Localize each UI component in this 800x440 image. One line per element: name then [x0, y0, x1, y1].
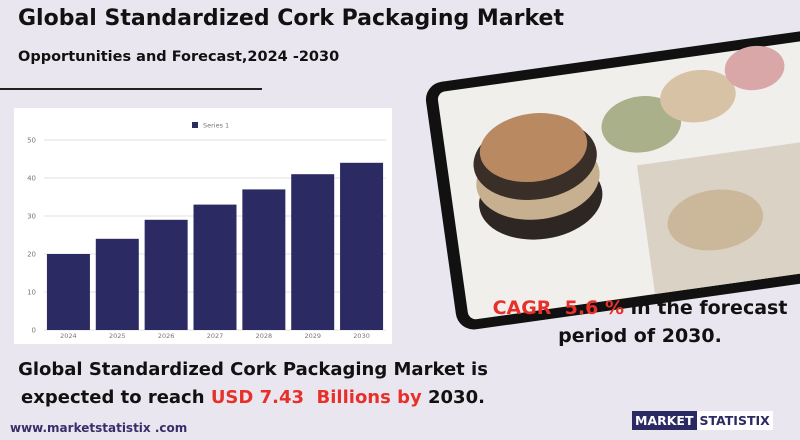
- cagr-desc: in the forecast period of 2030.: [558, 297, 795, 347]
- y-tick-label: 40: [27, 175, 36, 183]
- cagr-text: CAGR 5.6 % in the forecast period of 203…: [490, 294, 790, 350]
- bar: [193, 204, 237, 330]
- x-tick-label: 2028: [256, 332, 273, 340]
- x-tick-label: 2027: [207, 332, 224, 340]
- logo-right: STATISTIX: [696, 411, 773, 430]
- legend-swatch: [192, 122, 198, 128]
- bar: [340, 162, 384, 330]
- subtitle: Opportunities and Forecast,2024 -2030: [18, 49, 340, 65]
- bar: [291, 174, 335, 330]
- x-tick-label: 2030: [353, 332, 370, 340]
- x-tick-label: 2024: [60, 332, 77, 340]
- cagr-value: CAGR 5.6 %: [492, 297, 624, 319]
- statement-value: USD 7.43 Billions by: [210, 387, 422, 408]
- x-tick-label: 2025: [109, 332, 126, 340]
- statement-lead: Global Standardized Cork Packaging Marke…: [18, 359, 495, 408]
- bar: [144, 219, 188, 330]
- legend-label: Series 1: [203, 122, 229, 130]
- statement: Global Standardized Cork Packaging Marke…: [8, 356, 498, 412]
- logo: MARKET STATISTIX: [632, 411, 773, 430]
- y-tick-label: 20: [27, 251, 36, 259]
- photo: [425, 30, 800, 330]
- y-tick-label: 30: [27, 213, 36, 221]
- bar: [95, 238, 139, 330]
- title: Global Standardized Cork Packaging Marke…: [18, 6, 564, 31]
- statement-tail: 2030.: [421, 387, 485, 408]
- y-tick-label: 10: [27, 289, 36, 297]
- bar: [46, 254, 90, 330]
- x-tick-label: 2026: [158, 332, 175, 340]
- bar: [242, 189, 286, 330]
- x-tick-label: 2029: [304, 332, 321, 340]
- y-tick-label: 0: [32, 327, 36, 335]
- divider: [0, 88, 262, 90]
- logo-left: MARKET: [632, 411, 697, 430]
- y-tick-label: 50: [27, 137, 36, 145]
- website: www.marketstatistix .com: [10, 421, 188, 435]
